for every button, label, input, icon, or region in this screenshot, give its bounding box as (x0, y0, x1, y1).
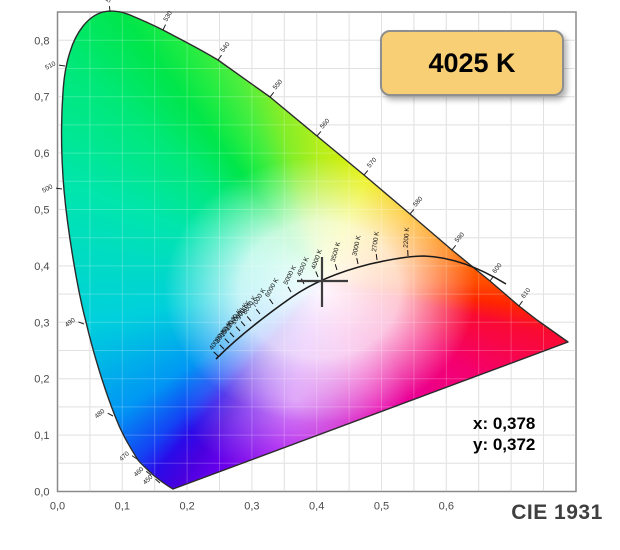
cct-tick (236, 327, 240, 331)
cct-badge: 4025 K (380, 30, 564, 96)
cie-1931-chromaticity-chart: 0,00,10,20,30,40,50,60,00,10,20,30,40,50… (0, 0, 620, 550)
xy-coordinate-readout: x: 0,378 y: 0,372 (473, 413, 535, 455)
wavelength-label: 550 (272, 78, 285, 91)
wavelength-label: 610 (520, 287, 532, 300)
cct-tick (225, 339, 229, 343)
wavelength-tick (56, 188, 62, 189)
wavelength-tick (519, 301, 522, 306)
wavelength-tick (317, 131, 321, 136)
cct-tick (357, 258, 358, 264)
cct-tick (270, 299, 273, 304)
wavelength-label: 500 (41, 183, 54, 194)
wavelength-label: 600 (491, 262, 503, 275)
wavelength-tick (163, 25, 166, 30)
wavelength-label: 460 (133, 466, 146, 479)
wavelength-tick (109, 6, 110, 12)
wavelength-label: 470 (118, 450, 131, 463)
wavelength-label: 560 (319, 117, 332, 130)
cct-label: 2700 K (371, 230, 381, 252)
cct-label: 6000 K (264, 277, 281, 299)
wavelength-label: 530 (162, 10, 174, 23)
wavelength-tick (410, 209, 414, 214)
cct-tick (376, 254, 377, 260)
wavelength-label: 520 (105, 0, 116, 4)
planckian-locus-curve (216, 256, 506, 359)
cct-tick (220, 345, 224, 349)
x-value: x: 0,378 (473, 414, 535, 433)
wavelength-label: 540 (219, 41, 231, 54)
wavelength-tick (364, 170, 368, 175)
y-value: y: 0,372 (473, 435, 535, 454)
wavelength-tick (59, 65, 65, 66)
wavelength-tick (452, 245, 456, 250)
diagram-title: CIE 1931 (498, 501, 616, 525)
wavelength-label: 490 (64, 317, 77, 329)
wavelength-label: 590 (454, 231, 467, 244)
cct-label: 4500 K (296, 255, 311, 277)
wavelength-label: 510 (44, 60, 57, 71)
cct-tick (288, 287, 291, 292)
cct-tick (214, 352, 218, 356)
cct-tick (335, 264, 337, 270)
cct-tick (247, 316, 251, 321)
cct-tick (230, 333, 234, 337)
cct-tick (256, 309, 260, 314)
wavelength-label: 570 (366, 156, 379, 169)
cct-label: 3500 K (330, 241, 343, 263)
cct-label: 2200 K (403, 226, 411, 248)
wavelength-label: 480 (94, 408, 107, 421)
wavelength-tick (108, 413, 113, 416)
